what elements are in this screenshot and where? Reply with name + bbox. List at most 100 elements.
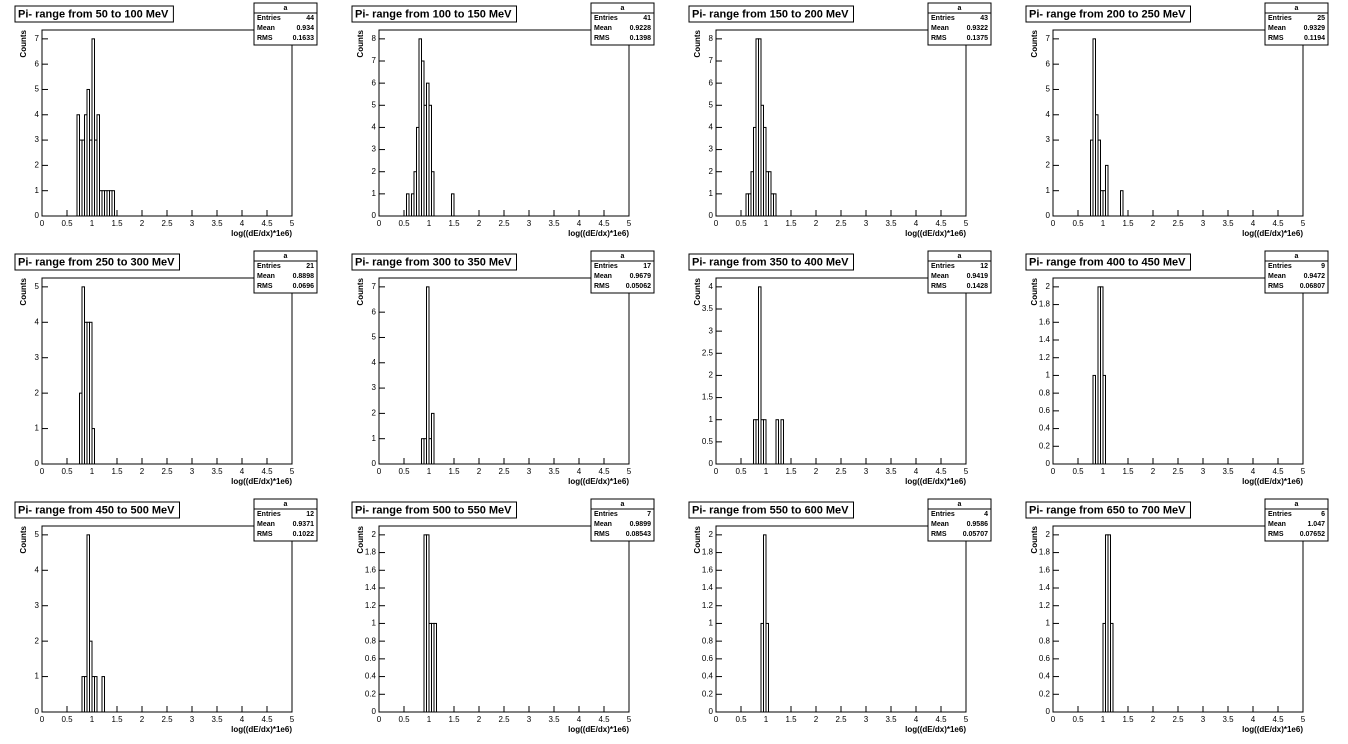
x-tick-label: 3 <box>527 219 532 228</box>
x-tick-label: 4 <box>577 715 582 724</box>
y-tick-label: 0.8 <box>702 636 714 645</box>
x-tick-label: 2.5 <box>1172 715 1184 724</box>
y-tick-label: 1.2 <box>1039 601 1051 610</box>
stats-value: 0.8898 <box>293 273 315 280</box>
bar <box>431 171 435 217</box>
x-tick-label: 3.5 <box>885 715 897 724</box>
stats-value: 17 <box>643 263 651 270</box>
stats-value: 21 <box>306 263 314 270</box>
x-tick-label: 1 <box>427 715 432 724</box>
x-tick-label: 2 <box>1151 715 1156 724</box>
y-tick-label: 1.6 <box>702 565 714 574</box>
x-tick-label: 2 <box>814 467 819 476</box>
x-tick-label: 4 <box>914 467 919 476</box>
y-tick-label: 7 <box>372 56 377 65</box>
bar <box>94 676 98 713</box>
bar <box>775 419 779 465</box>
chart-title: Pi- range from 650 to 700 MeV <box>1029 504 1186 516</box>
x-tick-label: 1.5 <box>111 715 123 724</box>
stats-value: 12 <box>980 263 988 270</box>
y-tick-label: 0.6 <box>365 654 377 663</box>
y-tick-label: 1.4 <box>1039 335 1051 344</box>
y-tick-label: 0.6 <box>702 654 714 663</box>
stats-label: Mean <box>594 273 612 280</box>
stats-value: 0.934 <box>296 25 314 32</box>
x-tick-label: 2.5 <box>161 219 173 228</box>
bar <box>91 38 95 217</box>
x-tick-label: 5 <box>1301 219 1306 228</box>
stats-value: 0.9419 <box>967 273 989 280</box>
x-tick-label: 2.5 <box>835 219 847 228</box>
y-tick-label: 0 <box>35 707 40 716</box>
title-box <box>1025 5 1191 23</box>
x-tick-label: 1.5 <box>1122 219 1134 228</box>
x-tick-label: 0.5 <box>61 715 73 724</box>
x-tick-label: 4.5 <box>935 219 947 228</box>
chart-title: Pi- range from 100 to 150 MeV <box>355 8 512 20</box>
chart-title: Pi- range from 150 to 200 MeV <box>692 8 849 20</box>
x-tick-label: 3 <box>527 715 532 724</box>
y-tick-label: 0 <box>709 211 714 220</box>
x-tick-label: 3.5 <box>548 219 560 228</box>
stats-label: RMS <box>1268 283 1284 290</box>
x-tick-label: 1.5 <box>448 219 460 228</box>
bar <box>89 321 93 465</box>
title-box <box>688 501 854 519</box>
plot-frame <box>378 525 630 713</box>
stats-label: RMS <box>931 531 947 538</box>
stats-value: 9 <box>1321 263 1325 270</box>
x-tick-label: 1.5 <box>448 467 460 476</box>
stats-label: Entries <box>594 15 618 22</box>
x-tick-label: 4.5 <box>1272 715 1284 724</box>
stats-value: 25 <box>1317 15 1325 22</box>
y-axis-label: Counts <box>693 525 702 553</box>
x-tick-label: 4.5 <box>935 467 947 476</box>
y-tick-label: 3 <box>1046 135 1051 144</box>
stats-value: 0.1022 <box>293 531 315 538</box>
x-tick-label: 2.5 <box>1172 219 1184 228</box>
y-tick-label: 1 <box>709 189 714 198</box>
x-tick-label: 1.5 <box>785 467 797 476</box>
y-tick-label: 2 <box>372 530 377 539</box>
plot-frame <box>1052 277 1304 465</box>
y-tick-label: 0 <box>372 211 377 220</box>
y-tick-label: 6 <box>372 78 377 87</box>
stats-title: a <box>621 253 625 260</box>
x-tick-label: 3 <box>527 467 532 476</box>
y-tick-label: 4 <box>1046 110 1051 119</box>
x-tick-label: 0.5 <box>735 715 747 724</box>
x-tick-label: 5 <box>627 219 632 228</box>
x-tick-label: 5 <box>627 467 632 476</box>
y-tick-label: 1 <box>1046 371 1051 380</box>
x-tick-label: 1.5 <box>111 467 123 476</box>
x-tick-label: 0.5 <box>61 467 73 476</box>
y-tick-label: 2 <box>35 160 40 169</box>
bar <box>758 286 762 465</box>
x-tick-label: 1.5 <box>1122 715 1134 724</box>
x-tick-label: 0 <box>40 715 45 724</box>
y-tick-label: 0.2 <box>365 689 377 698</box>
y-axis-label: Counts <box>356 277 365 305</box>
x-tick-label: 2 <box>1151 467 1156 476</box>
stats-label: RMS <box>1268 531 1284 538</box>
chart-title: Pi- range from 550 to 600 MeV <box>692 504 849 516</box>
x-tick-label: 4.5 <box>261 467 273 476</box>
x-tick-label: 4 <box>577 467 582 476</box>
y-tick-label: 0.4 <box>1039 672 1051 681</box>
stats-value: 12 <box>306 511 314 518</box>
x-tick-label: 0.5 <box>1072 715 1084 724</box>
x-tick-label: 0.5 <box>735 467 747 476</box>
x-tick-label: 1 <box>90 219 95 228</box>
stats-box <box>590 498 655 542</box>
stats-label: RMS <box>257 531 273 538</box>
stats-label: Entries <box>931 263 955 270</box>
x-tick-label: 1 <box>1101 715 1106 724</box>
stats-value: 0.08543 <box>626 531 651 538</box>
stats-value: 0.1428 <box>967 283 989 290</box>
chart-title: Pi- range from 500 to 550 MeV <box>355 504 512 516</box>
y-tick-label: 3 <box>372 145 377 154</box>
x-tick-label: 0 <box>1051 467 1056 476</box>
stats-label: Entries <box>594 263 618 270</box>
x-tick-label: 0 <box>1051 715 1056 724</box>
